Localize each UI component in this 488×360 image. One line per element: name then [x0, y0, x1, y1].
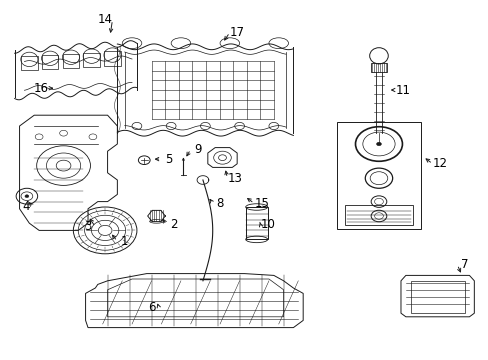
Text: 13: 13 — [227, 172, 242, 185]
Bar — [83, 53, 100, 67]
Text: 4: 4 — [22, 201, 30, 213]
Bar — [62, 54, 79, 68]
Text: 14: 14 — [98, 13, 112, 26]
Text: 7: 7 — [460, 258, 468, 271]
Bar — [337, 122, 420, 229]
Text: 16: 16 — [34, 82, 49, 95]
Text: 15: 15 — [254, 197, 268, 210]
Text: 1: 1 — [121, 235, 128, 248]
Text: 2: 2 — [169, 219, 177, 231]
Text: 11: 11 — [395, 84, 410, 96]
Bar — [42, 55, 59, 69]
Circle shape — [25, 195, 29, 198]
Text: 5: 5 — [164, 153, 172, 166]
Bar — [344, 205, 412, 225]
Bar — [21, 56, 38, 70]
Bar — [410, 281, 464, 313]
Bar — [370, 63, 386, 72]
Bar — [245, 207, 267, 239]
Text: 6: 6 — [147, 301, 155, 314]
Text: 3: 3 — [84, 220, 92, 233]
Bar — [104, 51, 121, 66]
Text: 10: 10 — [260, 219, 275, 231]
Text: 8: 8 — [216, 197, 224, 210]
Text: 12: 12 — [432, 157, 447, 170]
Circle shape — [376, 142, 381, 146]
Text: 17: 17 — [229, 26, 244, 39]
Text: 9: 9 — [194, 143, 202, 156]
